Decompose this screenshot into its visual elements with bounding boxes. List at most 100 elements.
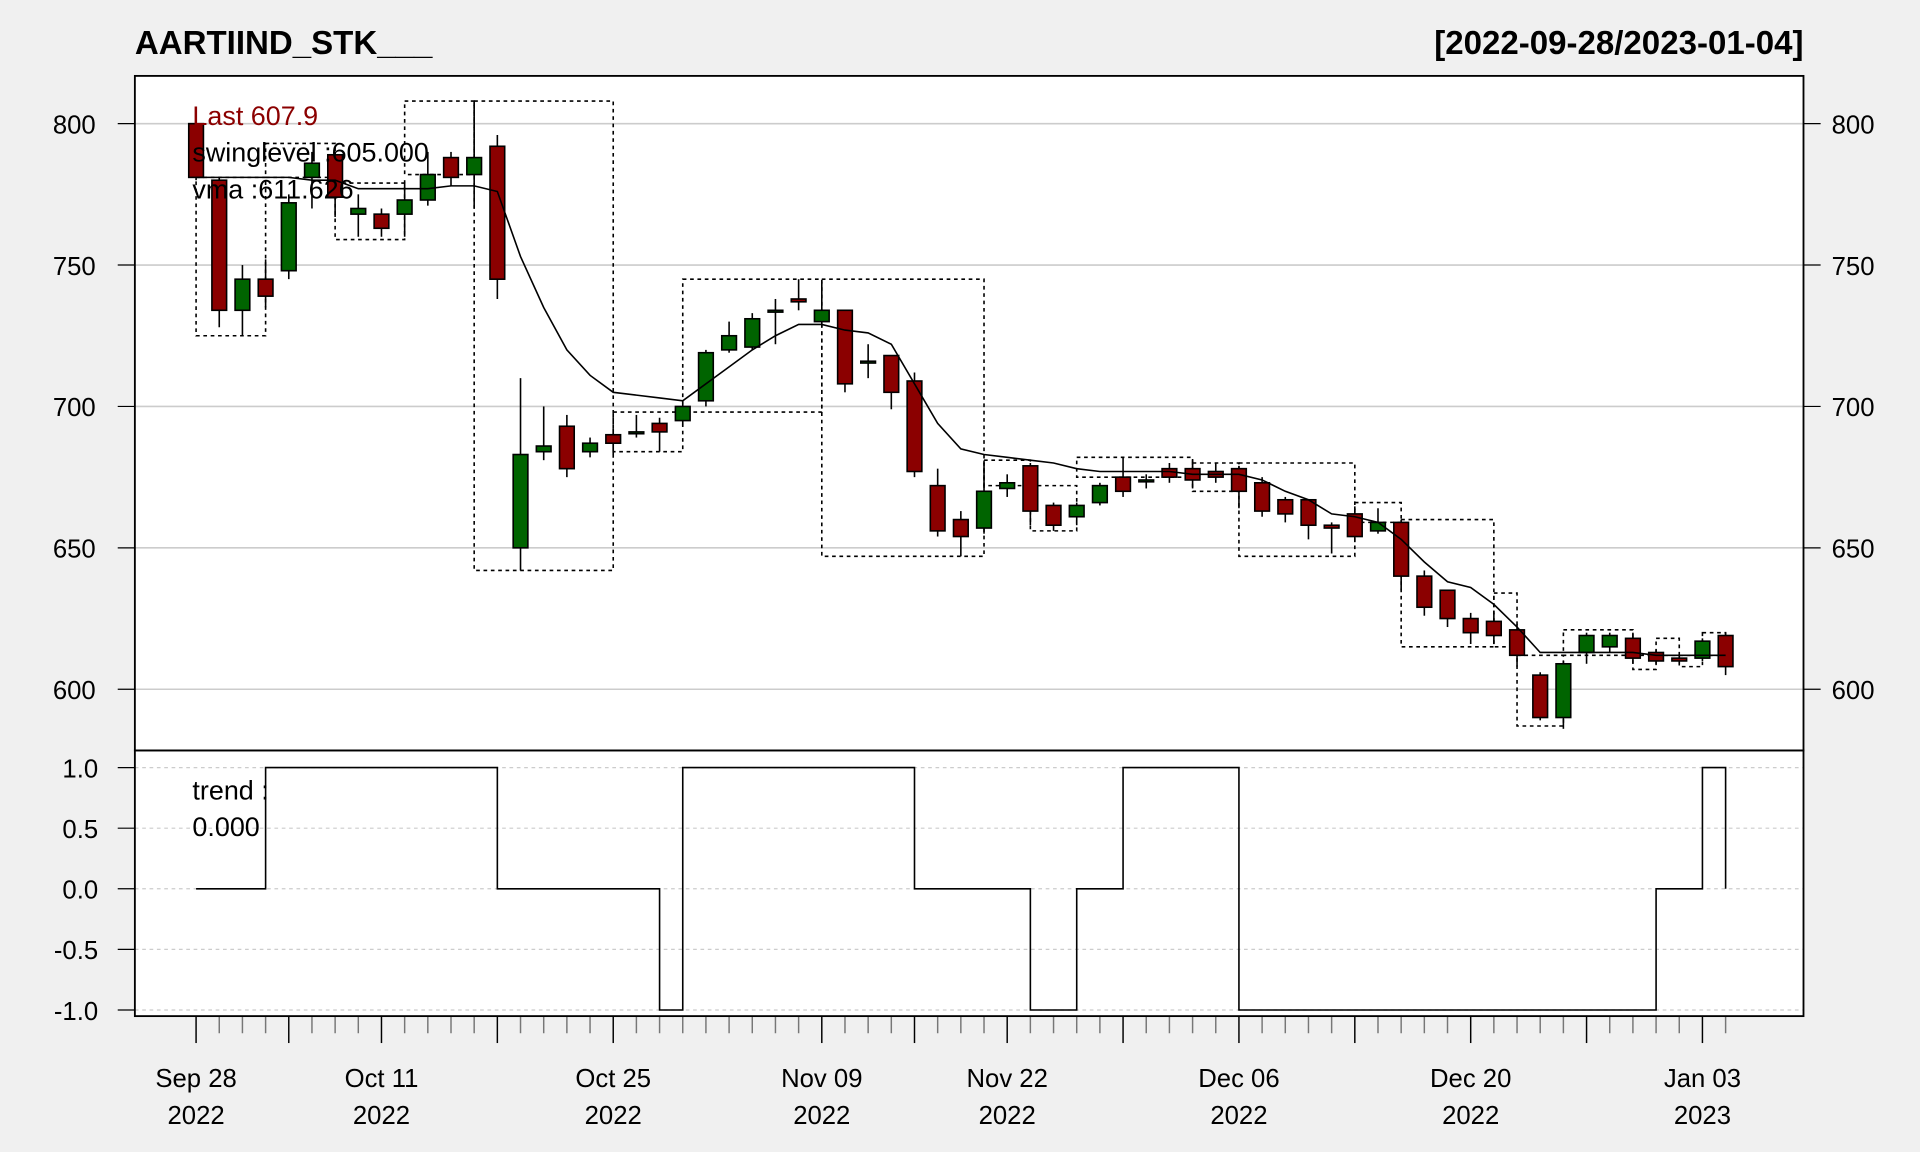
candle-body: [605, 433, 622, 445]
x-tick-year: 2022: [353, 1102, 410, 1130]
x-tick-label: Dec 06: [1198, 1065, 1279, 1093]
swing-box: [821, 278, 985, 558]
candle-body: [1462, 617, 1479, 634]
x-tick-year: 2023: [1674, 1102, 1731, 1130]
candle: [373, 208, 390, 237]
candle: [1717, 632, 1734, 676]
candle-body: [1601, 634, 1618, 648]
candle-body: [1578, 634, 1595, 654]
candle-body: [1439, 589, 1456, 620]
swing-box: [1678, 654, 1704, 668]
candle-body: [697, 351, 715, 402]
x-tick-label: Oct 25: [575, 1065, 651, 1093]
candle-body: [1277, 498, 1294, 515]
trend-label: trend :: [192, 775, 268, 805]
x-tick-year: 2022: [168, 1102, 225, 1130]
candle: [1068, 502, 1085, 526]
x-tick-label: Nov 22: [966, 1065, 1047, 1093]
candle-body: [628, 431, 645, 435]
candle: [1138, 474, 1155, 489]
candle: [1416, 570, 1433, 616]
candle-body: [1323, 524, 1340, 529]
candle: [1114, 457, 1132, 497]
candle: [1601, 632, 1618, 653]
x-tick-label: Oct 11: [345, 1065, 419, 1093]
y-tick-label-right: 800: [1832, 111, 1875, 139]
candle-body: [651, 422, 668, 433]
date-range: [2022-09-28/2023-01-04]: [1434, 25, 1803, 62]
y-tick-label-left: 650: [53, 536, 96, 564]
chart-title: AARTIIND_STK___: [135, 25, 433, 62]
x-tick-year: 2022: [1442, 1102, 1499, 1130]
candle-body: [1045, 504, 1062, 527]
candle: [280, 194, 297, 280]
y-tick-label-right: 600: [1832, 677, 1875, 705]
candle: [720, 321, 738, 353]
candle-body: [860, 360, 877, 364]
candle-body: [442, 156, 460, 179]
gridlines: [134, 122, 1804, 1011]
candle: [906, 372, 923, 478]
candle: [326, 151, 344, 217]
candle-body: [535, 445, 552, 453]
candle: [790, 279, 807, 311]
candle-body: [1717, 634, 1734, 668]
x-tick-label: Nov 09: [781, 1065, 862, 1093]
candle-body: [767, 309, 784, 313]
y-tick-label-left: 700: [53, 394, 96, 422]
candle: [512, 378, 529, 571]
candle: [1022, 463, 1039, 526]
candle-body: [1393, 521, 1410, 577]
trend-y-tick-label: 0.0: [62, 877, 98, 905]
candle-body: [1022, 465, 1039, 512]
trend-y-tick-label: -1.0: [54, 998, 98, 1026]
candle-body: [234, 278, 251, 312]
candle: [1091, 482, 1109, 506]
candle: [396, 180, 413, 237]
candle-body: [489, 145, 506, 280]
candle-body: [836, 309, 854, 385]
candle-body: [1230, 467, 1248, 493]
candle: [234, 265, 251, 336]
candle: [1439, 589, 1456, 628]
candle: [674, 400, 691, 427]
candle: [744, 313, 761, 350]
vma-line: [196, 176, 1726, 657]
candle-body: [1532, 674, 1549, 719]
candle: [883, 354, 900, 410]
x-tick-label: Jan 03: [1664, 1065, 1741, 1093]
last-price-label: Last 607.9: [192, 101, 318, 131]
candle: [975, 463, 993, 534]
trend-y-tick-label: -0.5: [54, 937, 98, 965]
candle: [1647, 649, 1665, 664]
candle: [628, 414, 645, 438]
candle: [651, 417, 668, 452]
candle: [442, 151, 460, 186]
x-tick-year: 2022: [1210, 1102, 1267, 1130]
candle: [535, 406, 552, 461]
vma-label: vma :611.626: [192, 174, 353, 204]
candle-body: [373, 213, 390, 230]
candle: [1277, 496, 1294, 523]
candle: [1045, 502, 1062, 531]
swinglevel-label: swinglevel :605.000: [192, 138, 428, 168]
candles: [187, 101, 1734, 729]
candle-body: [466, 156, 483, 176]
candle-body: [975, 490, 993, 529]
swing-box: [195, 176, 267, 337]
candle-body: [1508, 629, 1526, 657]
y-tick-label-left: 600: [53, 677, 96, 705]
y-tick-label-right: 750: [1832, 253, 1875, 281]
candle-body: [1671, 657, 1688, 662]
trend-y-tick-label: 1.0: [62, 755, 98, 783]
candle: [1253, 477, 1271, 517]
trend-line: [196, 766, 1727, 1011]
candle: [952, 511, 969, 557]
candle: [1555, 660, 1572, 729]
candle-body: [674, 405, 691, 422]
candle-body: [1555, 662, 1572, 719]
candle: [419, 151, 436, 206]
candle: [1485, 612, 1503, 644]
trend-y-tick-label: 0.5: [62, 816, 98, 844]
